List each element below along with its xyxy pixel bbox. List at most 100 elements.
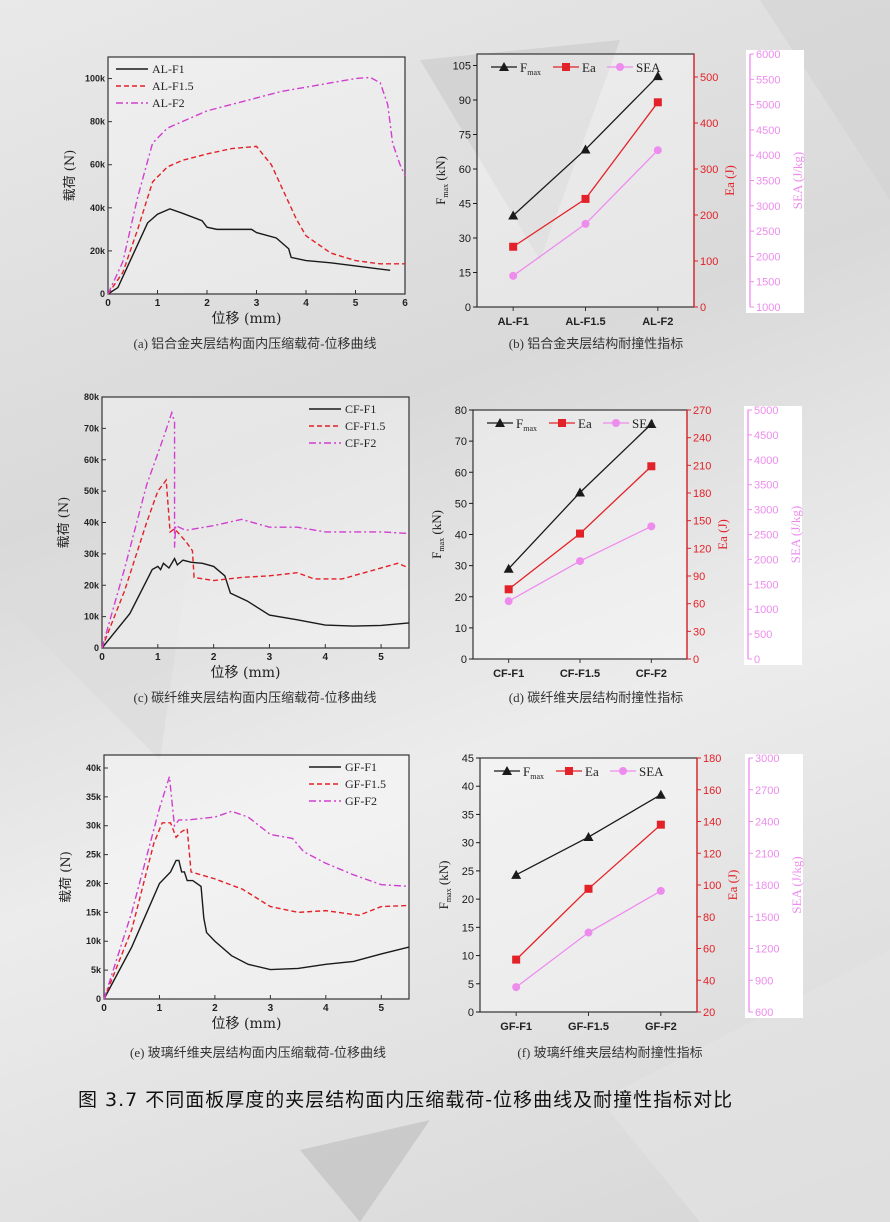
legend-marker: [562, 63, 570, 71]
x-tick-label: 6: [402, 298, 408, 309]
legend-label: Fmax: [520, 60, 541, 77]
y-tick-label: 20k: [84, 580, 100, 590]
data-point-Fmax: [508, 210, 519, 220]
x-tick-label: 5: [378, 652, 384, 663]
plot-frame: [476, 53, 695, 308]
y-tick-label: 100: [700, 256, 718, 268]
y-tick-label: 45: [459, 199, 471, 211]
y-tick-label: 5000: [754, 405, 778, 417]
y-tick-label: 60: [455, 467, 467, 479]
y-tick-label: 60k: [90, 160, 106, 170]
y-tick-label: 90: [459, 95, 471, 107]
legend-label: AL-F1: [152, 62, 185, 76]
y-tick-label: 150: [693, 516, 711, 528]
y-tick-label: 2500: [754, 530, 778, 542]
legend-marker: [558, 419, 566, 427]
y-tick-label: 0: [465, 302, 471, 314]
y-tick-label: 0: [94, 643, 99, 653]
y-tick-label: 4500: [754, 430, 778, 442]
x-tick-label: CF-F1.5: [560, 668, 600, 680]
plot-frame: [107, 56, 406, 295]
y-tick-label: 60: [693, 599, 705, 611]
y-tick-label: 70: [455, 436, 467, 448]
y-tick-label: 5000: [756, 100, 780, 112]
y-tick-label: 1000: [754, 604, 778, 616]
x-axis-label: 位移 (mm): [212, 311, 282, 327]
data-point-Fmax: [575, 487, 585, 497]
data-point-Fmax: [646, 419, 657, 429]
y-tick-label: 25: [462, 866, 474, 878]
y-tick-label: 60: [459, 164, 471, 176]
y-tick-label: 2000: [756, 251, 780, 263]
y-tick-label: 200: [700, 210, 718, 222]
x-tick-label: CF-F1: [493, 668, 524, 680]
legend-label: Ea: [582, 60, 596, 75]
legend-marker: [619, 767, 627, 775]
data-point-Fmax: [511, 869, 522, 879]
legend-label: GF-F1: [345, 760, 377, 774]
data-point-Ea: [581, 194, 590, 203]
y-tick-label: 270: [693, 405, 711, 417]
legend-label: Fmax: [523, 764, 544, 781]
y-tick-label: 900: [755, 975, 773, 987]
legend-label: CF-F1: [345, 402, 376, 416]
y-tick-label: 30k: [84, 549, 100, 559]
x-tick-label: 0: [101, 1003, 107, 1014]
y-tick-label: 20: [455, 592, 467, 604]
data-point-SEA: [576, 557, 584, 566]
x-tick-label: AL-F1.5: [565, 316, 605, 328]
y-tick-label: 30: [455, 561, 467, 573]
y-tick-label: 40: [462, 781, 474, 793]
y-tick-label: 30k: [86, 821, 102, 831]
y-tick-label: 4500: [756, 125, 780, 137]
y-tick-label: 100: [703, 880, 721, 892]
y-tick-label: 0: [100, 289, 105, 299]
data-point-Ea: [576, 529, 584, 538]
legend-label: SEA: [639, 764, 664, 779]
x-tick-label: 1: [157, 1003, 163, 1014]
y-tick-label: 80k: [90, 117, 106, 127]
background-triangle: [600, 950, 890, 1222]
y-tick-label: 400: [700, 118, 718, 130]
x-tick-label: AL-F1: [498, 316, 529, 328]
plot-frame: [103, 754, 410, 1000]
y-tick-label: 180: [703, 753, 721, 765]
caption-e: (e) 玻璃纤维夹层结构面内压缩载荷-位移曲线: [129, 1045, 387, 1060]
series-line-AL-F2: [107, 76, 406, 295]
legend-label: AL-F1.5: [152, 79, 194, 93]
y-tick-label: 20k: [86, 878, 102, 888]
ea-axis-label: Ea (J): [715, 519, 730, 550]
y-tick-label: 1500: [756, 277, 780, 289]
x-tick-label: 1: [155, 298, 161, 309]
y-tick-label: 100k: [85, 74, 106, 84]
x-tick-label: CF-F2: [636, 668, 667, 680]
legend-label: SEA: [636, 60, 661, 75]
sea-axis-background: [745, 754, 803, 1018]
legend-marker: [502, 766, 512, 775]
legend-label: CF-F2: [345, 436, 376, 450]
legend-label: Ea: [585, 764, 599, 779]
y-tick-label: 300: [700, 164, 718, 176]
y-tick-label: 10k: [84, 612, 100, 622]
x-tick-label: 3: [254, 298, 260, 309]
figure-caption: 图 3.7 不同面板厚度的夹层结构面内压缩载荷-位移曲线及耐撞性指标对比: [78, 1089, 734, 1111]
y-tick-label: 20: [703, 1007, 715, 1019]
legend-label: AL-F2: [152, 96, 185, 110]
y-tick-label: 40k: [86, 763, 102, 773]
series-line-GF-F1: [103, 859, 410, 1000]
y-tick-label: 120: [693, 543, 711, 555]
data-point-SEA: [647, 522, 656, 531]
x-tick-label: 4: [322, 652, 328, 663]
y-tick-label: 1500: [754, 579, 778, 591]
y-tick-label: 120: [703, 848, 721, 860]
legend-marker: [612, 419, 620, 427]
y-tick-label: 140: [703, 817, 721, 829]
y-tick-label: 15k: [86, 907, 102, 917]
series-line-CF-F1.5: [101, 478, 410, 649]
y-tick-label: 15: [459, 268, 471, 280]
y-tick-label: 80k: [84, 392, 100, 402]
y-tick-label: 160: [703, 785, 721, 797]
x-axis-label: 位移 (mm): [211, 665, 281, 681]
y-tick-label: 1000: [756, 302, 780, 314]
